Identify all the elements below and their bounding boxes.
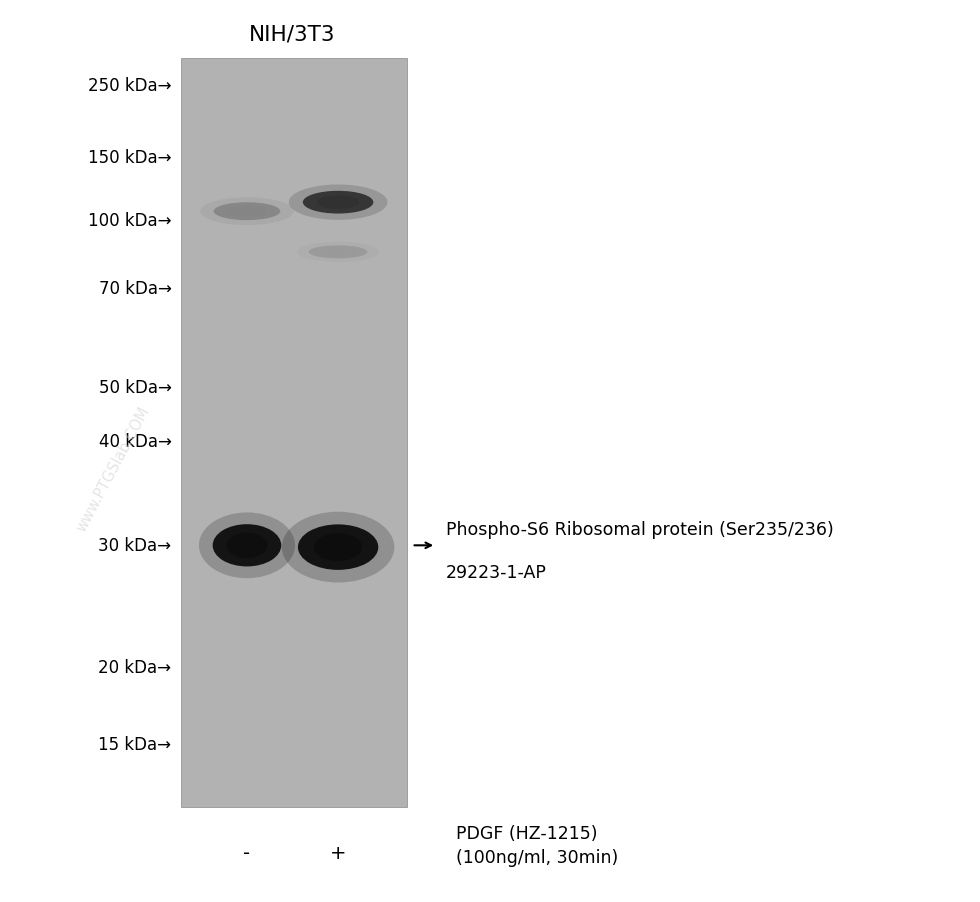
Ellipse shape <box>282 512 394 583</box>
Text: 40 kDa→: 40 kDa→ <box>99 433 172 451</box>
Text: 50 kDa→: 50 kDa→ <box>99 379 172 397</box>
Text: 100 kDa→: 100 kDa→ <box>88 212 172 230</box>
Text: (100ng/ml, 30min): (100ng/ml, 30min) <box>456 848 618 866</box>
Ellipse shape <box>214 203 280 221</box>
Ellipse shape <box>289 185 387 221</box>
Ellipse shape <box>200 198 294 226</box>
Ellipse shape <box>303 191 373 215</box>
Text: www.PTGSlab.COM: www.PTGSlab.COM <box>74 404 152 534</box>
Text: +: + <box>330 842 346 862</box>
Ellipse shape <box>314 534 363 561</box>
Text: 20 kDa→: 20 kDa→ <box>99 658 172 676</box>
Text: 70 kDa→: 70 kDa→ <box>99 280 172 298</box>
Text: 29223-1-AP: 29223-1-AP <box>446 564 547 582</box>
Text: 150 kDa→: 150 kDa→ <box>88 149 172 167</box>
Ellipse shape <box>227 207 267 217</box>
Text: PDGF (HZ-1215): PDGF (HZ-1215) <box>456 824 597 842</box>
Text: 30 kDa→: 30 kDa→ <box>99 537 172 555</box>
Ellipse shape <box>309 246 368 259</box>
Ellipse shape <box>317 196 360 210</box>
Text: Phospho-S6 Ribosomal protein (Ser235/236): Phospho-S6 Ribosomal protein (Ser235/236… <box>446 520 834 538</box>
Ellipse shape <box>297 243 379 262</box>
Bar <box>181 59 407 807</box>
Ellipse shape <box>320 249 356 256</box>
Ellipse shape <box>226 533 268 558</box>
Text: 15 kDa→: 15 kDa→ <box>99 735 172 753</box>
Text: NIH/3T3: NIH/3T3 <box>249 24 335 44</box>
Text: -: - <box>243 842 251 862</box>
Ellipse shape <box>213 525 281 566</box>
Ellipse shape <box>199 513 295 578</box>
Ellipse shape <box>298 525 378 570</box>
Text: 250 kDa→: 250 kDa→ <box>88 77 172 95</box>
